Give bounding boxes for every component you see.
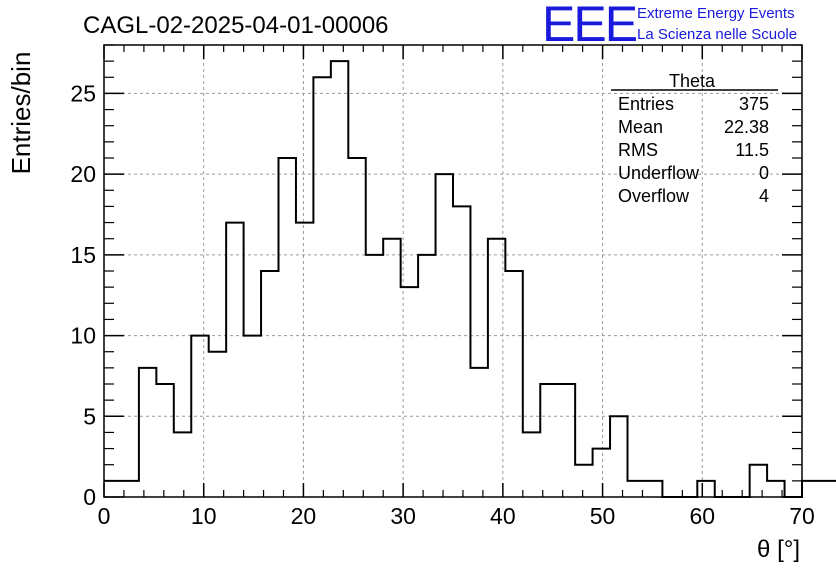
histogram-bin [436, 174, 453, 497]
histogram-bin [139, 368, 156, 497]
y-tick-label: 0 [83, 484, 96, 510]
histogram-bin [750, 465, 767, 497]
histogram-bin [191, 336, 208, 497]
x-tick-label: 30 [390, 503, 416, 529]
ticks-layer [103, 44, 803, 498]
y-tick-label: 15 [70, 242, 96, 268]
stats-value-rms: 11.5 [735, 140, 769, 160]
histogram-bin [645, 481, 662, 497]
histogram-bin [628, 481, 645, 497]
x-tick-label: 40 [490, 503, 516, 529]
histogram-bin [418, 255, 435, 497]
histogram-bin [593, 449, 610, 497]
logo-line-1: Extreme Energy Events [637, 5, 795, 22]
histogram-bin [505, 271, 522, 497]
histogram-bin [174, 432, 191, 497]
histogram-bin [610, 416, 627, 497]
histogram-bin [156, 384, 173, 497]
histogram-bin [697, 481, 714, 497]
histogram-bin [226, 223, 243, 497]
x-axis-label: θ [°] [757, 536, 800, 563]
stats-name: Theta [669, 71, 716, 91]
stats-label-underflow: Underflow [618, 163, 700, 183]
histogram-bin [296, 223, 313, 497]
y-axis-label: Entries/bin [6, 52, 36, 175]
x-tick-label: 60 [689, 503, 715, 529]
histogram-bin [575, 465, 592, 497]
stats-value-mean: 22.38 [724, 117, 769, 137]
histogram-bin [540, 384, 557, 497]
x-tick-label: 70 [789, 503, 815, 529]
stats-label-overflow: Overflow [618, 186, 690, 206]
plot-title: CAGL-02-2025-04-01-00006 [83, 12, 389, 39]
histogram-bin [558, 384, 575, 497]
y-tick-label: 10 [70, 323, 96, 349]
eee-logo: EEE Extreme Energy Events La Scienza nel… [540, 0, 830, 52]
histogram-bin [383, 239, 400, 497]
histogram-bin [348, 158, 365, 497]
stats-label-entries: Entries [618, 94, 674, 114]
y-tick-label: 5 [83, 403, 96, 429]
eee-logo-mark: EEE [542, 0, 638, 52]
histogram-bin [470, 368, 487, 497]
histogram-bin [802, 481, 819, 497]
histogram-bin [523, 432, 540, 497]
histogram-bin [104, 481, 121, 497]
histogram-bin [819, 481, 836, 497]
y-tick-label: 25 [70, 80, 96, 106]
histogram-bin [244, 336, 261, 497]
histogram-bin [261, 271, 278, 497]
histogram-bin [121, 481, 138, 497]
histogram-bin [209, 352, 226, 497]
x-tick-label: 20 [291, 503, 317, 529]
histogram-bin [331, 61, 348, 497]
stats-value-underflow: 0 [759, 163, 769, 183]
histogram-bin [488, 239, 505, 497]
x-tick-label: 50 [590, 503, 616, 529]
histogram-bin [767, 481, 784, 497]
stats-value-overflow: 4 [759, 186, 769, 206]
histogram-bin [401, 287, 418, 497]
stats-label-mean: Mean [618, 117, 663, 137]
histogram-bin [279, 158, 296, 497]
histogram-bin [313, 77, 330, 497]
stats-box: Theta Entries 375 Mean 22.38 RMS 11.5 Un… [611, 71, 778, 206]
x-tick-label: 0 [98, 503, 111, 529]
stats-label-rms: RMS [618, 140, 658, 160]
histogram-bin [453, 206, 470, 497]
stats-value-entries: 375 [739, 94, 769, 114]
y-tick-label: 20 [70, 161, 96, 187]
histogram-bin [366, 255, 383, 497]
logo-line-2: La Scienza nelle Scuole [637, 26, 798, 43]
x-tick-label: 10 [191, 503, 217, 529]
